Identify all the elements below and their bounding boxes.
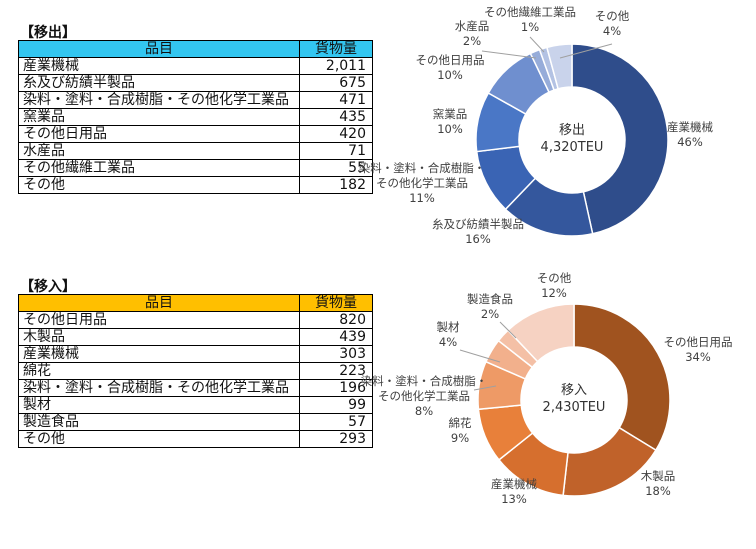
- import-table: 品目 貨物量 その他日用品 820 木製品 439 産業機械 303 綿花 223 染料…: [18, 294, 373, 448]
- row-value: 471: [299, 91, 373, 109]
- row-name: 染料・塗料・合成樹脂・その他化学工業品: [18, 379, 300, 397]
- slice-label: 製造食品 2%: [467, 292, 513, 321]
- slice-label: その他繊維工業品 1%: [484, 5, 576, 34]
- row-value: 55: [299, 159, 373, 177]
- donut-chart-export: 産業機械 46% 糸及び紡績半製品 16% 染料・塗料・合成樹脂・その他化学工業品 11%…: [359, 5, 714, 246]
- slice-label: その他日用品 10%: [416, 53, 485, 82]
- donut-chart-import: その他日用品 34% 木製品 18% 産業機械 13% 綿花 9%染料・塗料・合成樹脂・その他…: [361, 271, 733, 506]
- leader-line: [459, 349, 501, 363]
- donut-slice: [571, 43, 669, 235]
- leader-line: [529, 36, 545, 53]
- row-name: その他日用品: [18, 125, 300, 143]
- table-row: その他 182: [18, 176, 373, 194]
- header-volume: 貨物量: [299, 40, 373, 58]
- table-row: その他日用品 420: [18, 125, 373, 143]
- leader-line: [481, 50, 537, 59]
- table-header-row: 品目 貨物量: [18, 40, 373, 58]
- donut-center-label: 移入 2,430TEU: [543, 383, 606, 415]
- leader-line: [559, 43, 613, 59]
- donut-slice: [506, 303, 575, 363]
- table-row: 染料・塗料・合成樹脂・その他化学工業品 196: [18, 379, 373, 397]
- table-row: 製造食品 57: [18, 413, 373, 431]
- leader-line: [499, 321, 517, 339]
- table-row: 染料・塗料・合成樹脂・その他化学工業品 471: [18, 91, 373, 109]
- row-value: 293: [299, 430, 373, 448]
- row-value: 99: [299, 396, 373, 414]
- row-value: 182: [299, 176, 373, 194]
- import-section-title: 【移入】: [20, 279, 76, 295]
- row-value: 675: [299, 74, 373, 92]
- slice-label: 製材 4%: [437, 320, 460, 349]
- donut-center-label: 移出 4,320TEU: [541, 123, 604, 155]
- table-row: 綿花 223: [18, 362, 373, 380]
- slice-label: 産業機械 13%: [491, 477, 537, 506]
- row-name: その他: [18, 430, 300, 448]
- slice-label: 水産品 2%: [455, 19, 490, 48]
- table-row: 製材 99: [18, 396, 373, 414]
- slice-label: 染料・塗料・合成樹脂・その他化学工業品 11%: [359, 161, 486, 205]
- table-header-row: 品目 貨物量: [18, 294, 373, 312]
- row-name: 産業機械: [18, 57, 300, 75]
- row-value: 420: [299, 125, 373, 143]
- header-item: 品目: [18, 294, 300, 312]
- slice-label: その他 12%: [537, 271, 572, 300]
- table-row: 窯業品 435: [18, 108, 373, 126]
- row-value: 2,011: [299, 57, 373, 75]
- table-row: 産業機械 303: [18, 345, 373, 363]
- leader-line: [473, 385, 497, 391]
- export-table: 品目 貨物量 産業機械 2,011 糸及び紡績半製品 675 染料・塗料・合成樹脂・…: [18, 40, 373, 194]
- slice-label: 窯業品 10%: [433, 107, 468, 136]
- slice-label: 染料・塗料・合成樹脂・その他化学工業品 8%: [361, 374, 488, 418]
- table-row: 産業機械 2,011: [18, 57, 373, 75]
- table-row: その他 293: [18, 430, 373, 448]
- slice-label: 綿花 9%: [449, 416, 472, 445]
- slice-label: その他日用品 34%: [664, 335, 733, 364]
- slice-label: 木製品 18%: [641, 469, 676, 498]
- slice-label: その他 4%: [595, 9, 630, 38]
- slice-label: 糸及び紡績半製品 16%: [432, 217, 524, 246]
- export-section-title: 【移出】: [20, 25, 76, 41]
- row-name: 染料・塗料・合成樹脂・その他化学工業品: [18, 91, 300, 109]
- row-value: 57: [299, 413, 373, 431]
- header-volume: 貨物量: [299, 294, 373, 312]
- donut-slice: [545, 43, 573, 90]
- row-value: 303: [299, 345, 373, 363]
- slice-label: 産業機械 46%: [667, 120, 713, 149]
- row-name: その他: [18, 176, 300, 194]
- donut-slice: [573, 303, 671, 452]
- header-item: 品目: [18, 40, 300, 58]
